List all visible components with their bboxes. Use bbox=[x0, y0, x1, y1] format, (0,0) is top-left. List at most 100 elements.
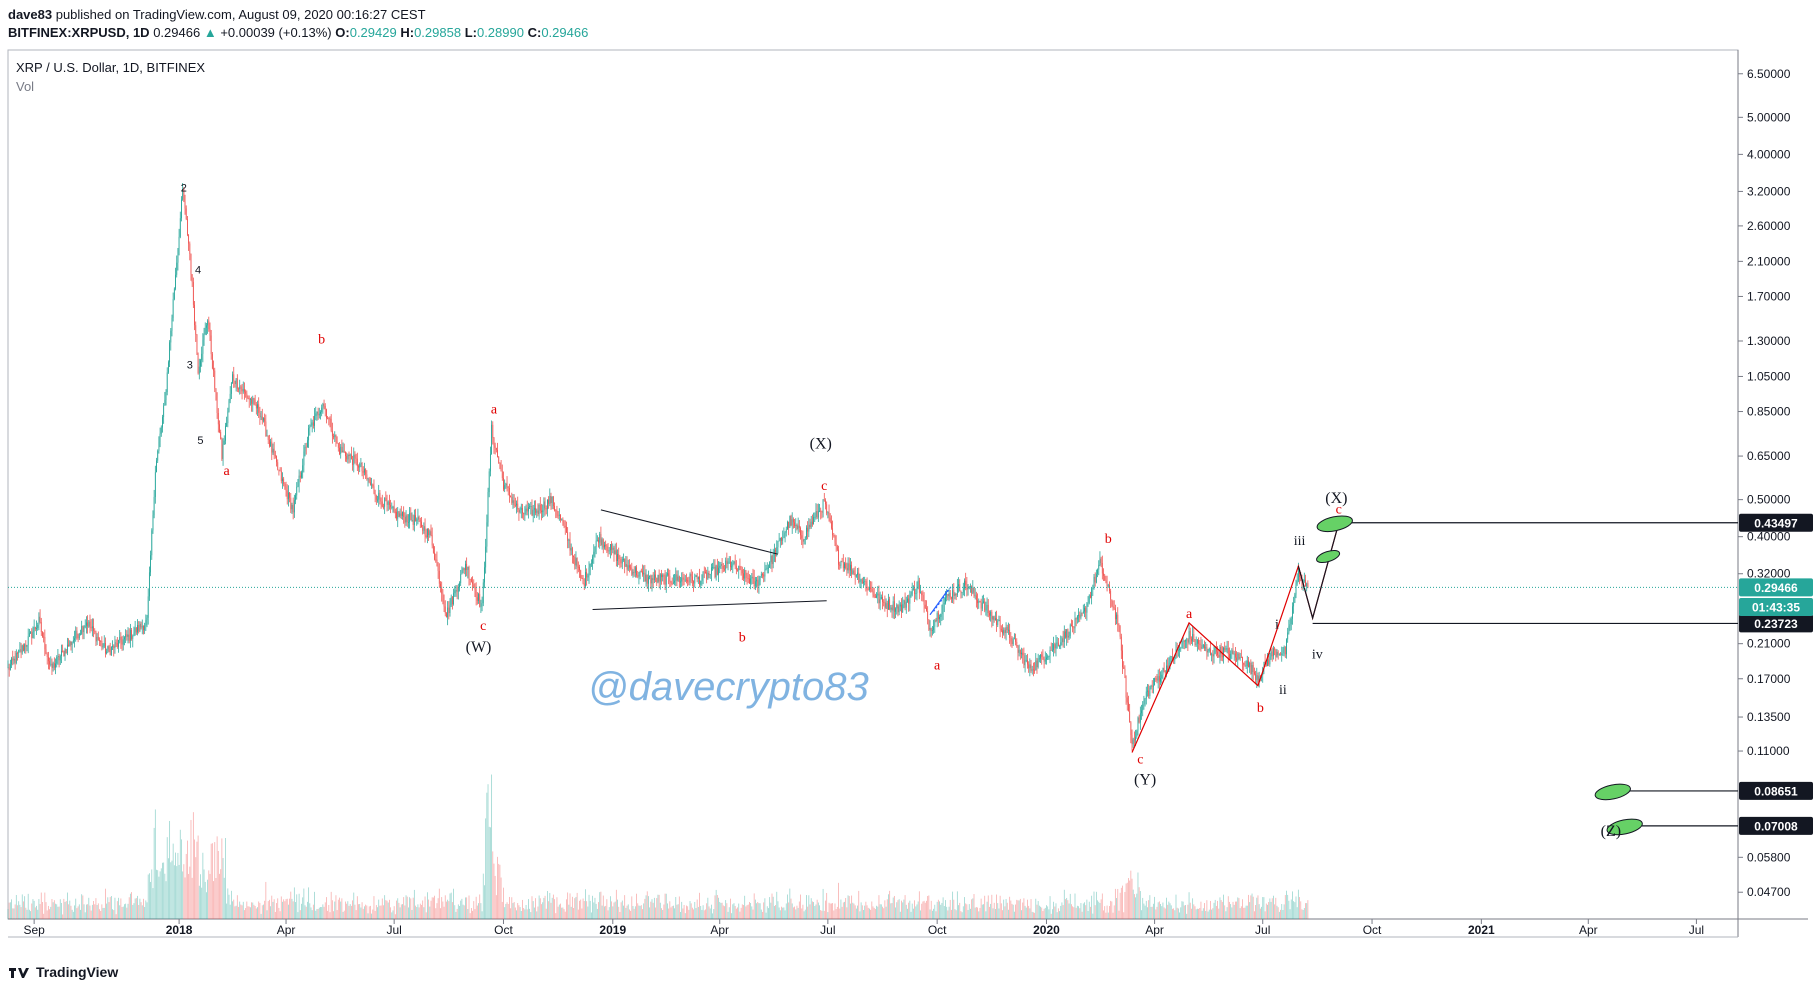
candle-body bbox=[594, 546, 596, 552]
candle-body bbox=[1226, 648, 1228, 649]
candle-body bbox=[866, 583, 868, 590]
candle-body bbox=[82, 625, 84, 633]
candle-body bbox=[621, 559, 623, 564]
chart-header: dave83 published on TradingView.com, Aug… bbox=[8, 6, 588, 42]
volume-bar bbox=[1281, 904, 1283, 919]
candle-body bbox=[308, 428, 310, 441]
candle-body bbox=[800, 527, 801, 536]
candle-body bbox=[686, 579, 687, 581]
candle-body bbox=[946, 594, 948, 598]
price-label-box bbox=[1739, 614, 1813, 633]
candle-body bbox=[552, 496, 554, 507]
candle-body bbox=[618, 554, 620, 560]
time-axis[interactable]: Sep 2018 Apr Jul Oct 2019 Apr Jul Oct 2020 Apr Jul O… bbox=[23, 919, 1704, 937]
volume-bar bbox=[882, 906, 883, 919]
time-tick-label: 2021 bbox=[1468, 923, 1495, 937]
volume-bar bbox=[557, 906, 559, 919]
candle-body bbox=[192, 282, 194, 305]
time-tick-label: 2020 bbox=[1033, 923, 1060, 937]
candle-body bbox=[504, 485, 506, 490]
price-axis[interactable]: 6.500005.000004.000003.200002.600002.100… bbox=[1738, 67, 1813, 899]
volume-bar bbox=[474, 909, 476, 919]
price-tick-label: 0.04700 bbox=[1747, 885, 1791, 899]
volume-bar bbox=[279, 911, 281, 919]
volume-bar bbox=[1002, 910, 1003, 919]
volume-bar bbox=[396, 900, 397, 919]
candle-body bbox=[440, 583, 441, 588]
close-label: C: bbox=[527, 25, 542, 40]
candle-body bbox=[287, 492, 289, 500]
volume-bar bbox=[893, 895, 895, 919]
candle-body bbox=[1303, 579, 1305, 582]
candle-body bbox=[996, 618, 997, 625]
candle-body bbox=[1201, 647, 1203, 649]
volume-bar bbox=[80, 909, 81, 919]
volume-bar bbox=[33, 900, 35, 919]
candle-body bbox=[1234, 653, 1236, 658]
volume-bar bbox=[663, 904, 665, 919]
volume-bar bbox=[598, 902, 599, 919]
candle-body bbox=[159, 433, 161, 442]
candle-body bbox=[973, 587, 975, 596]
candle-body bbox=[252, 398, 254, 404]
ohlc-line: BITFINEX:XRPUSD, 1D 0.29466 ▲ +0.00039 (… bbox=[8, 24, 588, 42]
time-tick-label: Jul bbox=[820, 923, 835, 937]
volume-bar bbox=[297, 912, 299, 919]
candle-body bbox=[508, 488, 510, 497]
volume-bar bbox=[1137, 872, 1139, 919]
volume-bar bbox=[435, 908, 437, 919]
volume-bar bbox=[301, 903, 302, 919]
close-value: 0.29466 bbox=[541, 25, 589, 40]
volume-bar bbox=[75, 898, 77, 919]
volume-bar bbox=[511, 897, 513, 919]
volume-bar bbox=[885, 906, 887, 919]
candle-body bbox=[40, 622, 42, 632]
candle-body bbox=[507, 487, 509, 489]
volume-bar bbox=[175, 852, 176, 919]
volume-bar bbox=[211, 843, 213, 919]
volume-bar bbox=[1223, 894, 1224, 919]
candle-body bbox=[701, 577, 703, 581]
candle-body bbox=[75, 630, 77, 639]
candle-body bbox=[617, 554, 618, 561]
volume-bar bbox=[25, 907, 27, 919]
candle-body bbox=[543, 501, 545, 511]
volume-bar bbox=[707, 897, 709, 919]
volume-bar bbox=[406, 896, 408, 919]
volume-bar bbox=[286, 898, 288, 919]
candle-body bbox=[412, 519, 414, 525]
volume-bar bbox=[1307, 900, 1309, 919]
legend-title: XRP / U.S. Dollar, 1D, BITFINEX bbox=[16, 60, 205, 75]
volume-bar bbox=[619, 911, 621, 919]
candle-body bbox=[816, 511, 818, 518]
volume-bar bbox=[1276, 905, 1278, 919]
volume-bar bbox=[1214, 899, 1216, 919]
volume-bar bbox=[1103, 910, 1104, 919]
candle-body bbox=[503, 478, 504, 490]
candle-body bbox=[498, 457, 500, 463]
candle-body bbox=[312, 422, 314, 426]
volume-bar bbox=[734, 905, 736, 919]
volume-bar bbox=[1087, 910, 1089, 919]
wave-label: ii bbox=[1279, 683, 1287, 698]
candle-body bbox=[1009, 629, 1011, 638]
candle-body bbox=[1299, 570, 1300, 578]
volume-bar bbox=[63, 898, 65, 919]
candle-body bbox=[331, 430, 333, 437]
volume-bar bbox=[106, 903, 108, 919]
volume-bar bbox=[32, 899, 34, 919]
volume-bar bbox=[870, 909, 872, 919]
volume-bar bbox=[730, 898, 731, 919]
candle-body bbox=[65, 649, 67, 654]
author-name[interactable]: dave83 bbox=[8, 7, 53, 22]
candle-body bbox=[18, 650, 20, 654]
candle-body bbox=[124, 637, 125, 640]
volume-bar bbox=[428, 899, 430, 919]
candle-body bbox=[829, 517, 831, 522]
candle-body bbox=[71, 641, 73, 645]
price-tick-label: 3.20000 bbox=[1747, 184, 1791, 198]
tradingview-logo[interactable]: TradingView bbox=[8, 964, 118, 980]
volume-bar bbox=[714, 895, 716, 919]
candle-body bbox=[249, 399, 251, 400]
